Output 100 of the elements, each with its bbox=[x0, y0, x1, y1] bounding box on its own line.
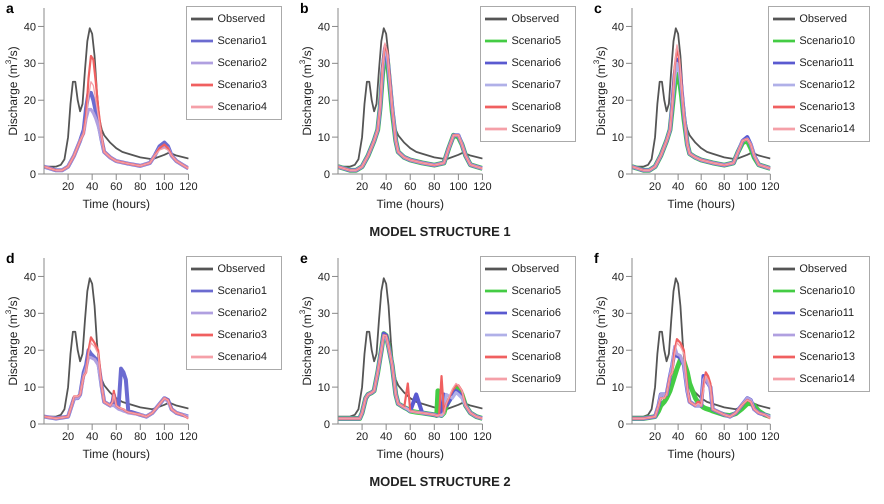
legend-label: Scenario12 bbox=[799, 78, 855, 91]
y-tick-label: 20 bbox=[318, 95, 330, 108]
x-tick-label: 80 bbox=[134, 430, 146, 443]
y-tick-label: 20 bbox=[24, 95, 36, 108]
x-axis-title: Time (hours) bbox=[376, 447, 444, 461]
y-tick-label: 10 bbox=[612, 382, 624, 394]
x-tick-label: 40 bbox=[672, 430, 684, 443]
chart-title: e bbox=[300, 250, 308, 266]
y-tick-label: 10 bbox=[318, 382, 330, 394]
x-tick-label: 120 bbox=[473, 430, 492, 443]
legend-label: Scenario12 bbox=[799, 328, 855, 341]
x-tick-label: 120 bbox=[179, 180, 198, 193]
x-axis-title: Time (hours) bbox=[667, 447, 735, 461]
y-tick-label: 0 bbox=[30, 168, 36, 181]
y-tick-label: 0 bbox=[618, 168, 624, 181]
x-tick-label: 120 bbox=[761, 430, 780, 443]
x-tick-label: 20 bbox=[356, 180, 368, 193]
x-tick-label: 60 bbox=[695, 430, 708, 443]
legend-label: Observed bbox=[799, 262, 848, 275]
legend-label: Scenario4 bbox=[217, 100, 267, 113]
x-tick-label: 80 bbox=[428, 430, 440, 443]
y-tick-label: 0 bbox=[618, 418, 624, 431]
chart-title: f bbox=[594, 250, 599, 266]
legend-label: Scenario14 bbox=[799, 122, 855, 135]
x-tick-label: 40 bbox=[380, 430, 392, 443]
y-tick-label: 20 bbox=[318, 345, 330, 358]
x-tick-label: 40 bbox=[672, 180, 684, 193]
y-tick-label: 20 bbox=[24, 345, 36, 358]
x-tick-label: 20 bbox=[62, 430, 74, 443]
x-tick-label: 20 bbox=[62, 180, 74, 193]
x-tick-label: 100 bbox=[449, 180, 468, 193]
y-tick-label: 30 bbox=[318, 308, 330, 320]
x-tick-label: 120 bbox=[473, 180, 492, 193]
y-tick-label: 10 bbox=[612, 132, 624, 144]
chart-title: a bbox=[6, 0, 14, 16]
legend-label: Observed bbox=[217, 262, 266, 275]
y-tick-label: 30 bbox=[318, 58, 330, 70]
x-tick-label: 40 bbox=[86, 180, 98, 193]
y-tick-label: 10 bbox=[24, 382, 36, 394]
x-axis-title: Time (hours) bbox=[82, 447, 150, 461]
legend-label: Observed bbox=[217, 12, 266, 25]
y-tick-label: 10 bbox=[318, 132, 330, 144]
legend-label: Scenario5 bbox=[511, 34, 561, 47]
x-tick-label: 60 bbox=[110, 180, 122, 193]
legend-label: Scenario2 bbox=[217, 56, 267, 69]
x-tick-label: 20 bbox=[356, 430, 368, 443]
x-tick-label: 60 bbox=[404, 180, 416, 193]
x-tick-label: 100 bbox=[155, 430, 174, 443]
x-axis-title: Time (hours) bbox=[376, 197, 444, 211]
x-axis-title: Time (hours) bbox=[82, 197, 150, 211]
x-axis-title: Time (hours) bbox=[667, 197, 735, 211]
y-tick-label: 30 bbox=[24, 308, 36, 320]
text: MODEL STRUCTURE 1 bbox=[369, 224, 511, 238]
legend-label: Scenario14 bbox=[799, 372, 855, 385]
legend-label: Scenario7 bbox=[511, 328, 561, 341]
y-tick-label: 30 bbox=[612, 308, 624, 320]
legend-label: Observed bbox=[511, 262, 560, 275]
legend-label: Scenario11 bbox=[799, 56, 854, 69]
x-tick-label: 60 bbox=[404, 430, 416, 443]
legend-label: Scenario6 bbox=[511, 306, 561, 319]
y-tick-label: 0 bbox=[324, 418, 330, 431]
y-tick-label: 10 bbox=[24, 132, 36, 144]
x-tick-label: 80 bbox=[428, 180, 440, 193]
x-tick-label: 40 bbox=[86, 430, 98, 443]
x-tick-label: 60 bbox=[695, 180, 708, 193]
legend-label: Observed bbox=[799, 12, 848, 25]
x-tick-label: 100 bbox=[155, 180, 174, 193]
legend-label: Scenario7 bbox=[511, 78, 561, 91]
chart-title: b bbox=[300, 0, 309, 16]
legend-label: Scenario13 bbox=[799, 350, 855, 363]
x-tick-label: 80 bbox=[718, 180, 730, 193]
y-tick-label: 30 bbox=[612, 58, 624, 70]
legend-label: Scenario10 bbox=[799, 34, 855, 47]
x-tick-label: 20 bbox=[648, 180, 662, 193]
x-tick-label: 120 bbox=[179, 430, 198, 443]
y-tick-label: 30 bbox=[24, 58, 36, 70]
y-tick-label: 40 bbox=[612, 271, 624, 284]
legend-label: Scenario9 bbox=[511, 122, 561, 135]
legend-label: Scenario3 bbox=[217, 328, 267, 341]
legend-label: Scenario13 bbox=[799, 100, 855, 113]
chart-title: c bbox=[594, 0, 602, 16]
x-tick-label: 20 bbox=[648, 430, 662, 443]
y-tick-label: 40 bbox=[318, 21, 330, 34]
x-tick-label: 80 bbox=[134, 180, 146, 193]
legend-label: Scenario10 bbox=[799, 284, 855, 297]
y-tick-label: 20 bbox=[612, 95, 624, 108]
y-tick-label: 40 bbox=[24, 271, 36, 284]
x-tick-label: 40 bbox=[380, 180, 392, 193]
legend-label: Scenario1 bbox=[217, 34, 267, 47]
x-tick-label: 100 bbox=[449, 430, 468, 443]
legend-label: Observed bbox=[511, 12, 560, 25]
y-tick-label: 40 bbox=[612, 21, 624, 34]
y-tick-label: 20 bbox=[612, 345, 624, 358]
legend-label: Scenario9 bbox=[511, 372, 561, 385]
y-tick-label: 40 bbox=[318, 271, 330, 284]
legend-label: Scenario8 bbox=[511, 100, 561, 113]
legend-label: Scenario1 bbox=[217, 284, 267, 297]
x-tick-label: 100 bbox=[738, 180, 756, 193]
legend-label: Scenario11 bbox=[799, 306, 854, 319]
legend-label: Scenario6 bbox=[511, 56, 561, 69]
